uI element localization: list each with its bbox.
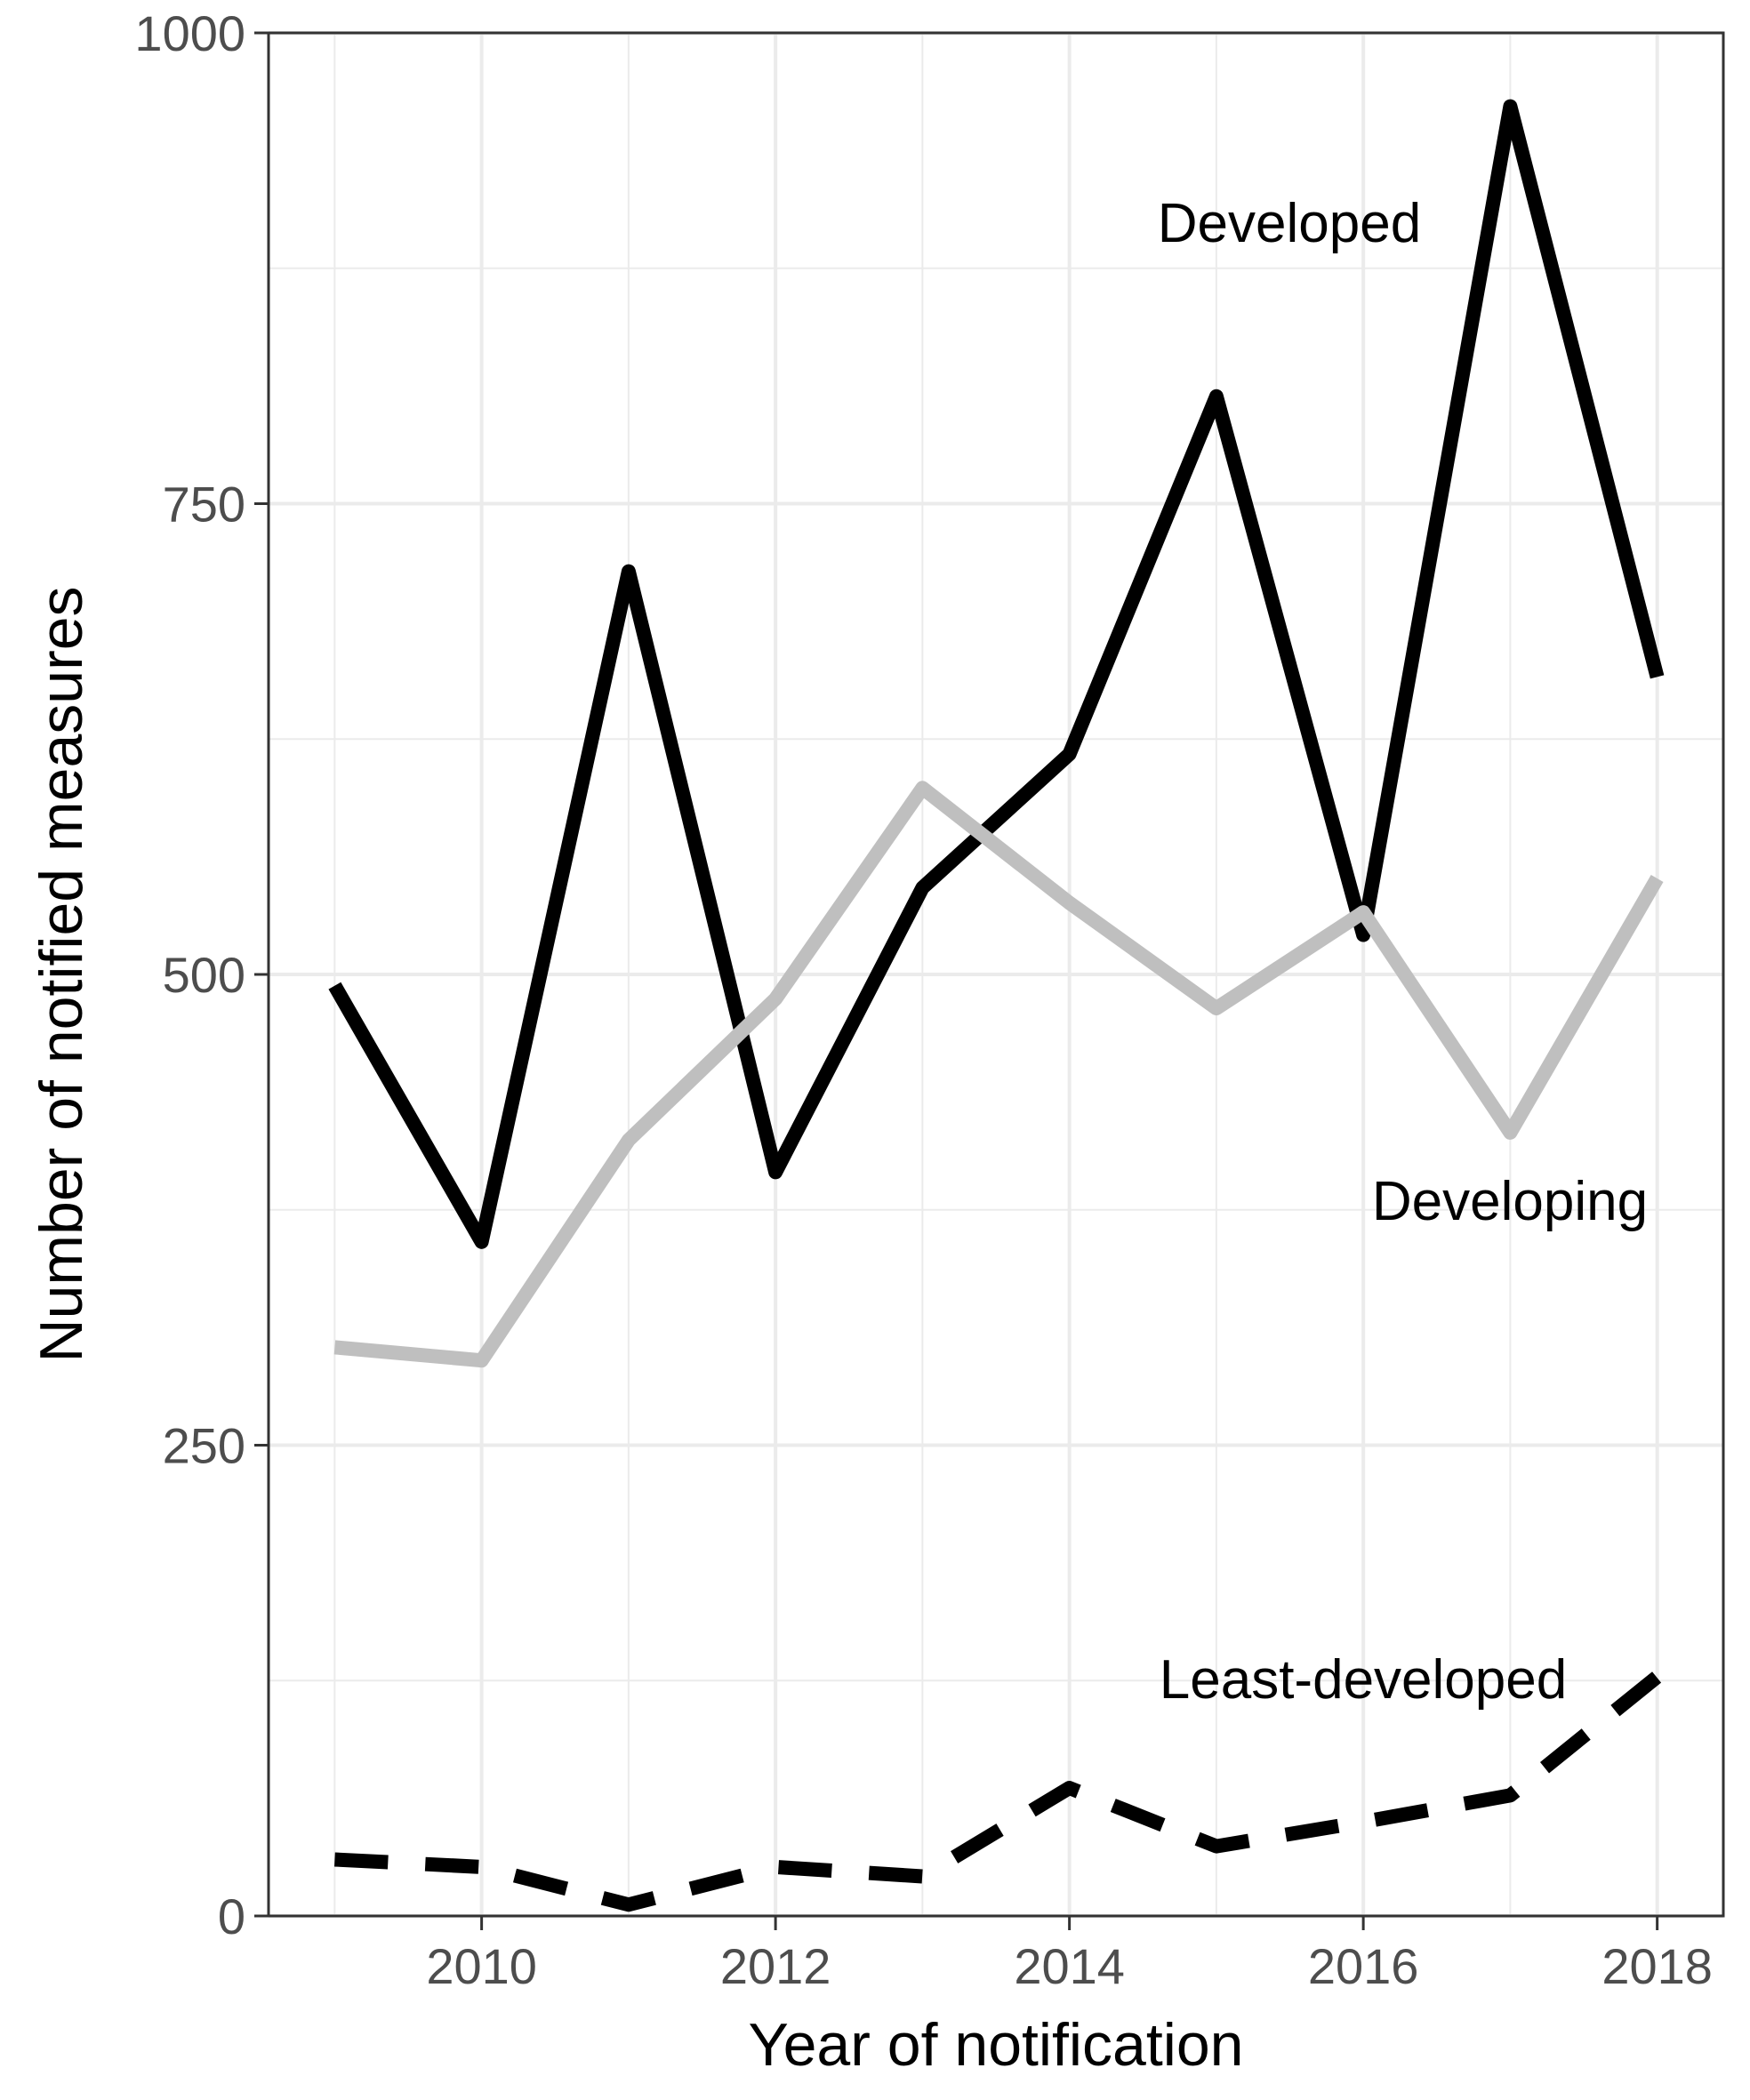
- axes: 0 250 500 750 1000 2010 2012 2014 2016 2018: [134, 5, 1713, 1994]
- x-axis-title: Year of notification: [749, 2011, 1244, 2079]
- y-axis-title: Number of notified measures: [28, 586, 95, 1362]
- series-label-least-developed: Least-developed: [1160, 1649, 1567, 1711]
- series-label-developing: Developing: [1372, 1171, 1648, 1232]
- y-tick-label: 250: [163, 1418, 245, 1474]
- series-line-least-developed: [333, 1671, 1662, 1912]
- x-tick-label: 2018: [1601, 1938, 1713, 1994]
- x-tick-label: 2010: [426, 1938, 537, 1994]
- y-tick-label: 1000: [134, 5, 245, 61]
- x-tick-label: 2012: [720, 1938, 831, 1994]
- series-lines: [328, 99, 1665, 1912]
- y-tick-label: 500: [163, 947, 245, 1003]
- y-tick-label: 750: [163, 477, 245, 533]
- series-line-developed: [328, 99, 1665, 1249]
- y-tick-label: 0: [218, 1888, 245, 1944]
- x-tick-label: 2016: [1308, 1938, 1419, 1994]
- x-tick-label: 2014: [1014, 1938, 1125, 1994]
- series-line-developing: [333, 781, 1664, 1368]
- series-label-developed: Developed: [1158, 193, 1421, 254]
